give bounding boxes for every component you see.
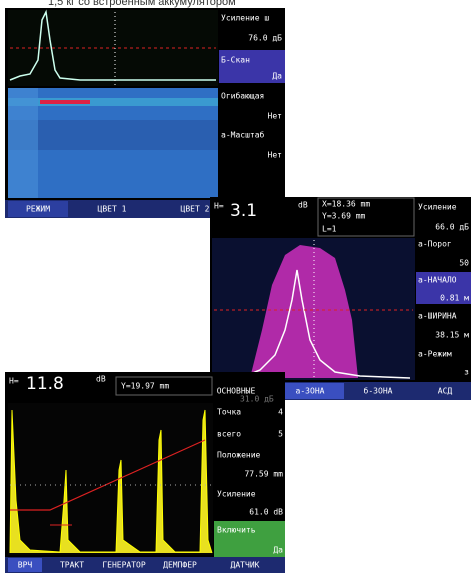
screens: 1,5 кг со встроенным аккумулятором Усилен…	[0, 0, 471, 573]
label: ДЕМПФЕР	[163, 561, 197, 570]
label: ДАТЧИК	[231, 561, 260, 570]
label: ВРЧ	[18, 561, 33, 570]
label: Да	[272, 72, 282, 81]
label: X=18.36 mm	[322, 200, 370, 209]
label: АСД	[438, 387, 453, 396]
label: Да	[273, 546, 283, 555]
gate-screen	[210, 197, 471, 400]
label: ТРАКТ	[60, 561, 84, 570]
bscan-band	[8, 98, 218, 106]
bscan-band	[8, 120, 218, 150]
label: Точка	[217, 408, 241, 417]
label: 77.59 mm	[244, 470, 283, 479]
bscan-band	[40, 100, 90, 104]
label: Усиление	[418, 203, 457, 212]
label: ГЕНЕРАТОР	[102, 561, 146, 570]
label: ЦВЕТ 1	[98, 205, 127, 214]
label: а-Масштаб	[221, 130, 265, 140]
label: б-ЗОНА	[364, 386, 393, 396]
label: Нет	[268, 151, 283, 160]
label: РЕЖИМ	[26, 205, 50, 214]
label: 31.0 дБ	[240, 395, 274, 404]
label: 11.8	[26, 374, 64, 394]
label: H=	[214, 202, 224, 211]
label: Усиление ш	[221, 14, 269, 23]
label: а-Режим	[418, 350, 452, 359]
label: всего	[217, 430, 241, 439]
label: L=1	[322, 225, 337, 234]
label: а-ЗОНА	[296, 387, 325, 396]
ascan-plot	[8, 403, 213, 555]
label: 3.1	[230, 201, 257, 221]
label: Нет	[268, 112, 283, 121]
label: Огибающая	[221, 91, 264, 101]
label: dB	[298, 201, 308, 210]
label: 50	[459, 259, 469, 268]
label: dB	[96, 375, 106, 384]
label: ЦВЕТ 2	[181, 205, 210, 214]
label: 76.0 дБ	[248, 34, 282, 43]
label: 4	[278, 408, 283, 417]
label: Положение	[217, 451, 261, 460]
label: з	[464, 368, 469, 377]
label: а-Порог	[418, 240, 452, 249]
label: Y=3.69 mm	[322, 212, 366, 221]
label: 5	[278, 430, 283, 439]
label: 66.0 дБ	[435, 223, 469, 232]
label: H=	[9, 377, 19, 386]
label: 0.81 м	[440, 294, 469, 303]
label: а-ШИРИНА	[418, 312, 457, 321]
label: 61.0 dB	[249, 508, 283, 517]
label: Усиление	[217, 490, 256, 499]
label: Включить	[217, 526, 256, 535]
label: Б-Скан	[221, 56, 250, 65]
label: 1,5 кг со встроенным аккумулятором	[48, 0, 236, 8]
label: а-НАЧАЛО	[418, 276, 457, 285]
page: {"caption":"1,5 кг со встроенным аккумул…	[0, 0, 471, 573]
label: 38.15 м	[435, 331, 469, 340]
bscan-screen	[5, 8, 285, 218]
bscan-band	[8, 88, 38, 198]
label: Y=19.97 mm	[121, 382, 169, 391]
